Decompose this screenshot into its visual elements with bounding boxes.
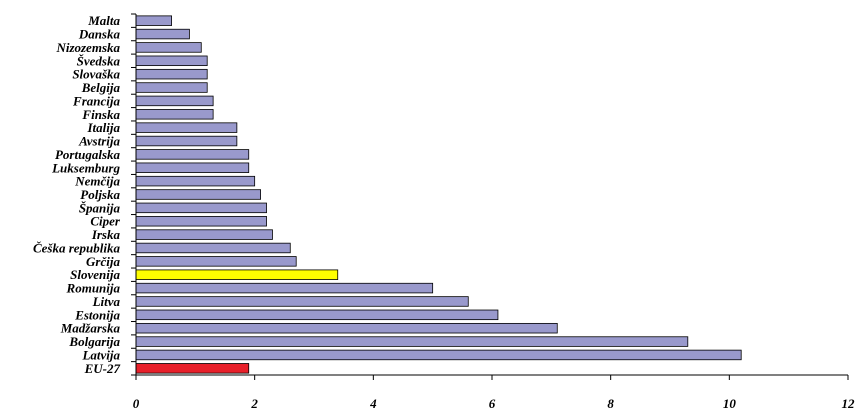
bar-estonija	[135, 309, 499, 321]
bar-danska	[135, 28, 190, 40]
category-label-poljska: Poljska	[80, 187, 120, 202]
category-label-litva: Litva	[92, 294, 121, 309]
bar-belgija	[135, 82, 208, 93]
category-labels: MaltaDanskaNizozemskaŠvedskaSlovaškaBelg…	[33, 13, 121, 376]
bar-francija	[135, 95, 214, 107]
bar-svedska	[135, 55, 208, 67]
category-label-slovenija: Slovenija	[70, 267, 120, 282]
bar-madzarska	[135, 322, 558, 334]
bar-avstrija	[135, 135, 238, 147]
category-label-francija: Francija	[72, 93, 120, 108]
bar-ciper	[135, 216, 267, 227]
x-tick-label: 2	[250, 396, 258, 411]
bar-ceska-republika	[135, 242, 291, 254]
category-label-malta: Malta	[87, 13, 120, 28]
bar-malta	[135, 15, 172, 26]
category-label-nizozemska: Nizozemska	[55, 40, 120, 55]
category-label-madzarska: Madžarska	[60, 321, 121, 336]
x-tick-label: 6	[489, 396, 496, 411]
category-label-ceska-republika: Češka republika	[33, 240, 121, 255]
bar-nizozemska	[135, 42, 202, 53]
bar-italija	[135, 122, 238, 133]
bar-slovenija	[135, 269, 339, 280]
category-label-avstrija: Avstrija	[78, 134, 120, 149]
bar-finska	[135, 109, 214, 120]
category-label-ciper: Ciper	[90, 214, 121, 229]
bar-nemcija	[135, 175, 256, 187]
category-label-svedska: Švedska	[77, 53, 121, 68]
x-tick-label: 4	[369, 396, 377, 411]
category-label-belgija: Belgija	[81, 80, 121, 95]
bars-group	[135, 15, 742, 374]
bar-romunija	[135, 282, 434, 294]
bar-litva	[135, 296, 469, 307]
bar-eu-27	[135, 363, 250, 374]
category-label-irska: Irska	[91, 227, 121, 242]
category-label-luksemburg: Luksemburg	[51, 160, 120, 175]
category-label-estonija: Estonija	[74, 307, 120, 322]
category-label-grcija: Grčija	[86, 254, 120, 269]
category-label-bolgarija: Bolgarija	[68, 334, 120, 349]
bar-bolgarija	[135, 336, 689, 347]
category-label-nemcija: Nemčija	[74, 174, 120, 189]
x-tick-label: 8	[607, 396, 614, 411]
y-axis-ticks	[131, 13, 136, 376]
category-label-portugalska: Portugalska	[55, 147, 121, 162]
bar-irska	[135, 229, 273, 240]
category-label-romunija: Romunija	[66, 281, 121, 296]
category-label-eu-27: EU-27	[84, 361, 121, 376]
x-tick-label: 12	[842, 396, 856, 411]
bar-portugalska	[135, 149, 250, 160]
category-label-danska: Danska	[78, 27, 121, 42]
category-label-slovaska: Slovaška	[72, 67, 120, 82]
category-label-spanija: Španija	[79, 200, 121, 215]
category-label-latvija: Latvija	[81, 347, 120, 362]
category-label-italija: Italija	[86, 120, 120, 135]
x-axis-ticks: 0 2 4 6 8 10 12	[133, 375, 855, 411]
bar-slovaska	[135, 68, 208, 80]
bar-latvija	[135, 349, 742, 361]
bar-grcija	[135, 256, 297, 267]
bar-luksemburg	[135, 162, 250, 173]
x-tick-label: 10	[723, 396, 737, 411]
x-tick-label: 0	[133, 396, 140, 411]
bar-poljska	[135, 189, 261, 200]
category-label-finska: Finska	[81, 107, 120, 122]
bar-spanija	[135, 202, 267, 214]
